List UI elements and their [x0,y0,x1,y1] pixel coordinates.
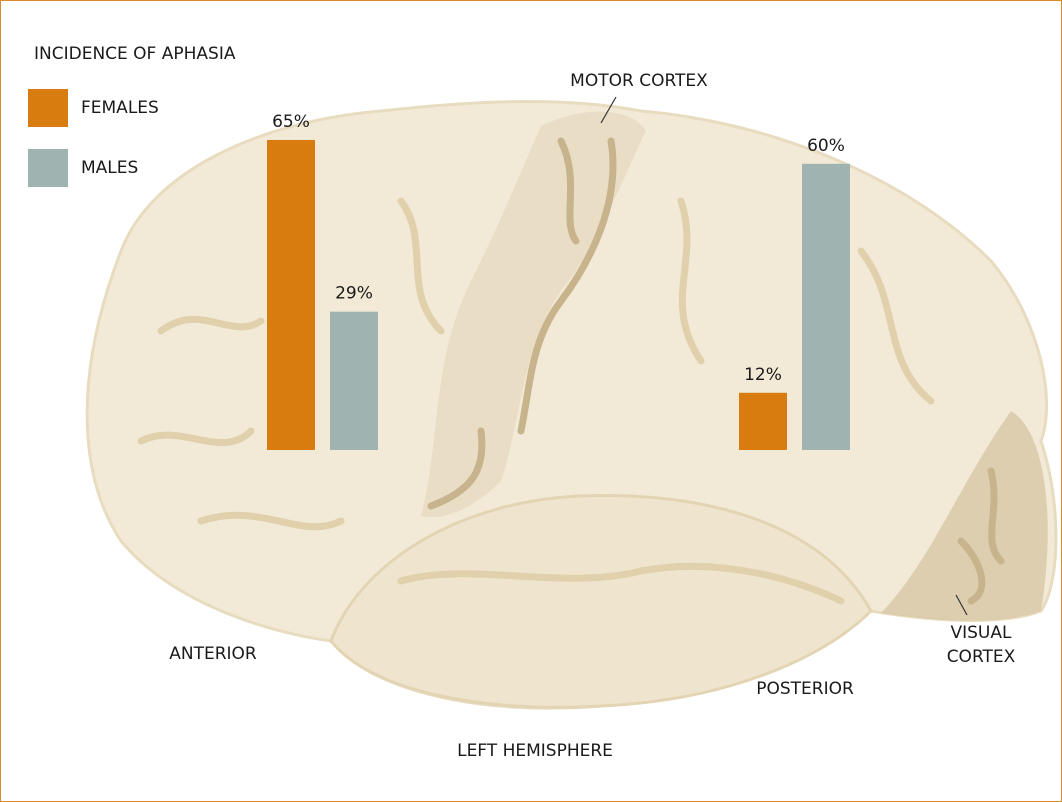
bar [802,164,850,450]
value-label: 65% [272,112,310,132]
bar [267,140,315,450]
value-label: 12% [744,365,782,385]
annotation: MOTOR CORTEX [570,71,708,91]
legend-label: FEMALES [81,98,159,118]
category-label: POSTERIOR [756,679,854,699]
annotation: VISUAL CORTEX [939,621,1023,669]
value-label: 29% [335,284,373,304]
legend-swatch [28,149,68,187]
bar [330,312,378,450]
bar [739,393,787,450]
chart-title: INCIDENCE OF APHASIA [34,44,236,64]
value-label: 60% [807,136,845,156]
page: INCIDENCE OF APHASIA MOTOR CORTEX LEFT H… [0,0,1062,802]
annotation: LEFT HEMISPHERE [457,741,613,761]
brain-illustration [87,102,1056,709]
legend-label: MALES [81,158,138,178]
chart: INCIDENCE OF APHASIA MOTOR CORTEX LEFT H… [1,1,1061,801]
category-label: ANTERIOR [169,644,257,664]
legend-swatch [28,89,68,127]
